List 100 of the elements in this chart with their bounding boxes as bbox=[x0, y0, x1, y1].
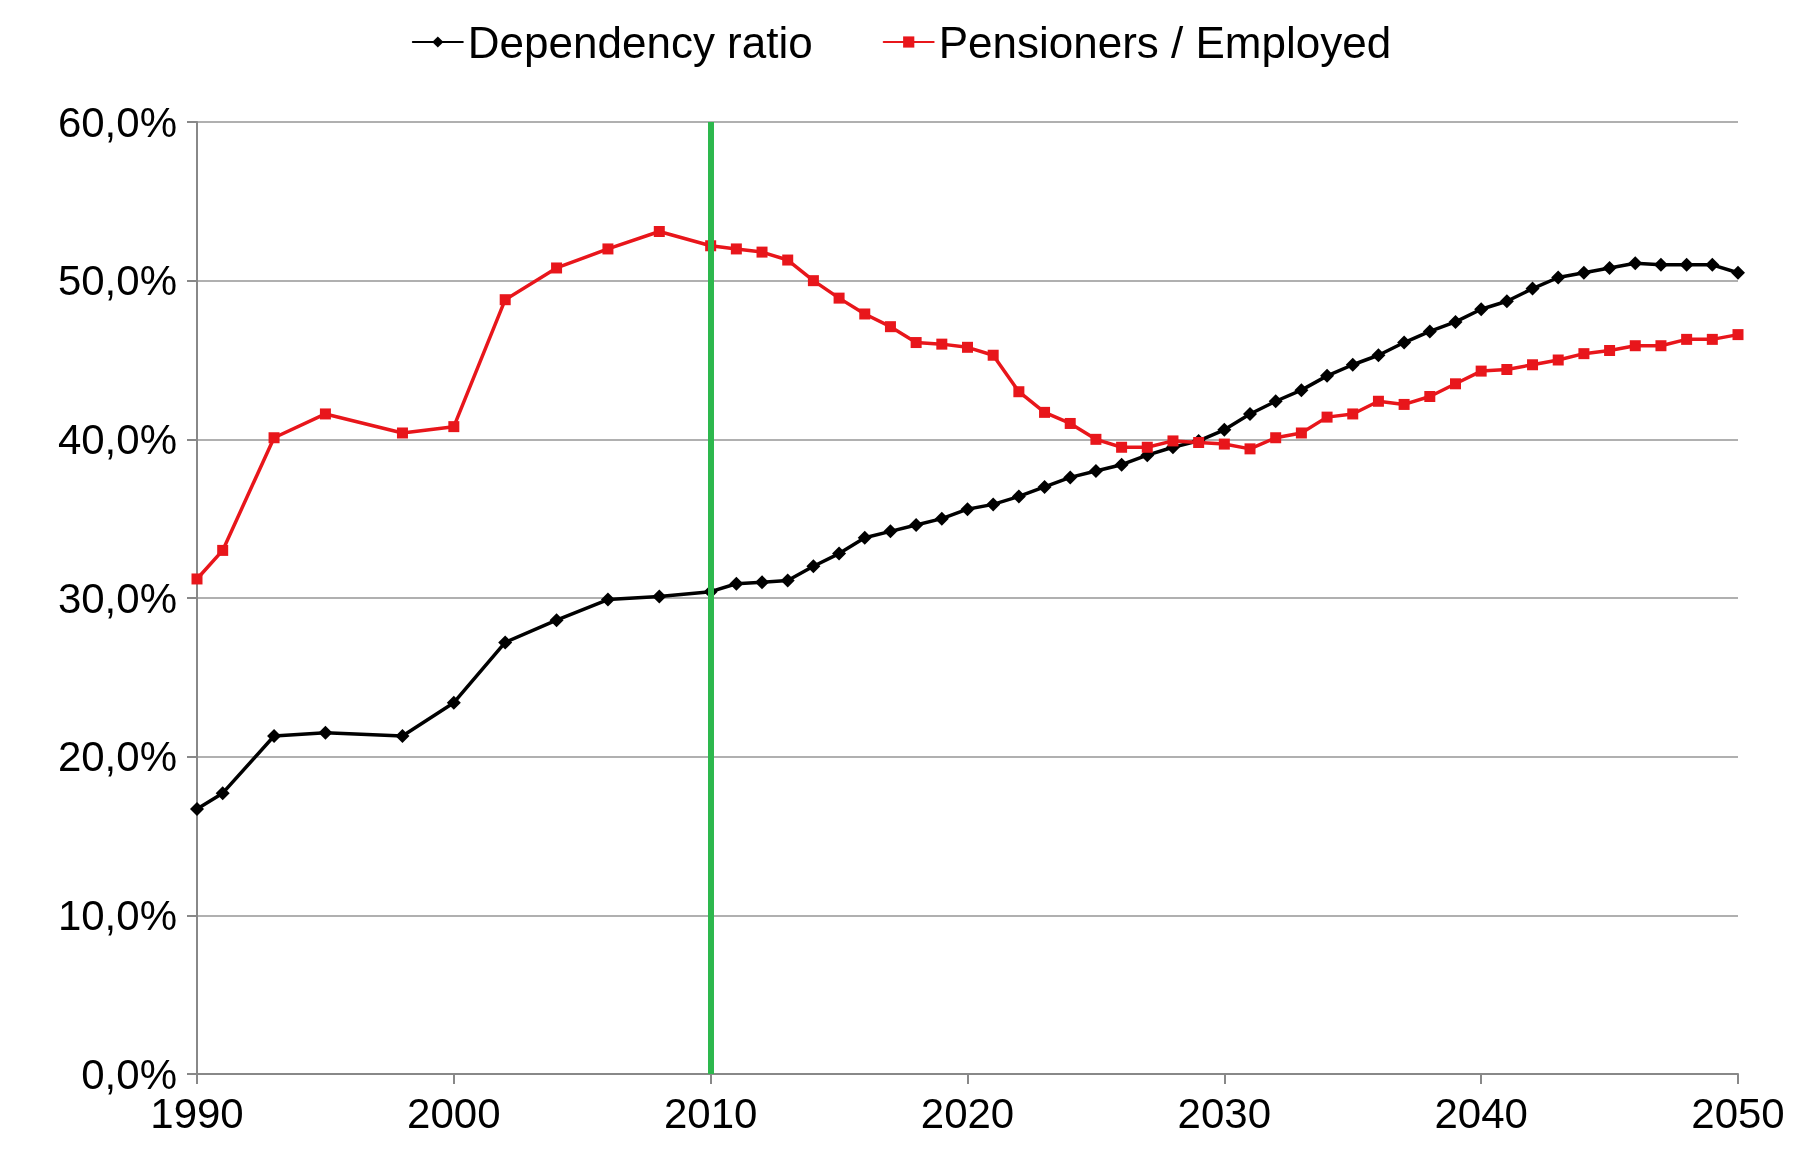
point bbox=[1011, 489, 1026, 504]
point bbox=[1604, 344, 1616, 356]
point bbox=[986, 497, 1001, 512]
point bbox=[1320, 368, 1335, 383]
point bbox=[653, 225, 665, 237]
point bbox=[1116, 441, 1128, 453]
point bbox=[1294, 383, 1309, 398]
legend-label: Dependency ratio bbox=[467, 17, 813, 67]
point bbox=[602, 243, 614, 255]
point bbox=[1063, 470, 1078, 485]
point bbox=[780, 573, 795, 588]
point bbox=[1448, 314, 1463, 329]
x-tick-label: 2020 bbox=[920, 1089, 1015, 1137]
point bbox=[1474, 302, 1489, 317]
point bbox=[1347, 408, 1359, 420]
point bbox=[1525, 281, 1540, 296]
point bbox=[191, 573, 203, 585]
point bbox=[268, 432, 280, 444]
point bbox=[549, 613, 564, 628]
point bbox=[1578, 348, 1590, 360]
point bbox=[1653, 257, 1668, 272]
point bbox=[833, 292, 845, 304]
point bbox=[1244, 443, 1256, 455]
point bbox=[1628, 256, 1643, 271]
point bbox=[806, 559, 821, 574]
point bbox=[832, 546, 847, 561]
point bbox=[1193, 437, 1205, 449]
point bbox=[857, 530, 872, 545]
y-tick-label: 40,0% bbox=[57, 415, 177, 463]
legend-label: Pensioners / Employed bbox=[938, 17, 1392, 67]
point bbox=[1679, 257, 1694, 272]
x-tick-label: 2000 bbox=[407, 1089, 501, 1137]
point bbox=[987, 349, 999, 361]
point bbox=[652, 589, 667, 604]
point bbox=[1114, 457, 1129, 472]
point bbox=[600, 592, 615, 607]
point bbox=[1064, 417, 1076, 429]
point bbox=[962, 341, 973, 353]
x-tick-label: 2040 bbox=[1434, 1089, 1528, 1137]
point bbox=[1527, 359, 1539, 371]
point bbox=[1167, 435, 1179, 447]
point bbox=[1295, 427, 1307, 439]
point bbox=[807, 275, 819, 287]
point bbox=[1706, 333, 1718, 345]
point bbox=[190, 802, 204, 817]
point bbox=[1013, 386, 1025, 398]
point bbox=[1705, 257, 1720, 272]
y-tick-label: 20,0% bbox=[57, 733, 177, 781]
point bbox=[729, 576, 744, 591]
x-tick-label: 2030 bbox=[1177, 1089, 1272, 1137]
point bbox=[1424, 390, 1436, 402]
point bbox=[1141, 441, 1153, 453]
point bbox=[1039, 406, 1051, 418]
point bbox=[782, 254, 794, 266]
point bbox=[267, 729, 282, 744]
point bbox=[1371, 348, 1386, 363]
point bbox=[1449, 378, 1461, 390]
point bbox=[1629, 340, 1641, 352]
point bbox=[1398, 398, 1410, 410]
point bbox=[1090, 433, 1102, 445]
point bbox=[1268, 394, 1283, 409]
point bbox=[499, 294, 511, 306]
point bbox=[1217, 422, 1232, 437]
point bbox=[215, 786, 230, 801]
point bbox=[883, 524, 898, 539]
point bbox=[1218, 438, 1230, 450]
x-tick-label: 2010 bbox=[663, 1089, 758, 1137]
point bbox=[446, 695, 461, 710]
point bbox=[1088, 464, 1103, 479]
point bbox=[1345, 357, 1360, 372]
point bbox=[756, 246, 768, 258]
point bbox=[1321, 411, 1333, 423]
point bbox=[1243, 406, 1258, 421]
point bbox=[1422, 324, 1437, 339]
point bbox=[448, 421, 460, 433]
point bbox=[859, 308, 871, 320]
point bbox=[1475, 365, 1487, 377]
point bbox=[1551, 270, 1566, 285]
y-tick-label: 50,0% bbox=[57, 257, 177, 305]
point bbox=[318, 725, 333, 740]
point bbox=[1037, 479, 1052, 494]
point bbox=[909, 518, 924, 533]
point bbox=[936, 338, 948, 350]
point bbox=[498, 635, 513, 650]
point bbox=[910, 337, 922, 349]
y-tick-label: 10,0% bbox=[57, 891, 177, 939]
point bbox=[934, 511, 949, 526]
x-tick-label: 2050 bbox=[1691, 1089, 1785, 1137]
point bbox=[396, 427, 408, 439]
point bbox=[1731, 265, 1745, 280]
point bbox=[1372, 395, 1384, 407]
point bbox=[1501, 364, 1513, 376]
point bbox=[1602, 260, 1617, 275]
point bbox=[1732, 329, 1744, 341]
y-tick-label: 60,0% bbox=[57, 98, 177, 146]
point bbox=[1397, 335, 1412, 350]
point bbox=[884, 321, 896, 333]
point bbox=[1681, 333, 1693, 345]
point bbox=[755, 575, 770, 590]
point bbox=[551, 262, 563, 274]
